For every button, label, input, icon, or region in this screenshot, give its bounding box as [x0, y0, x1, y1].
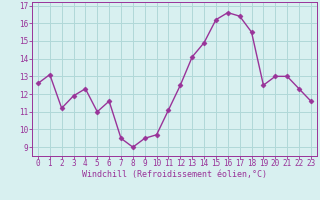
X-axis label: Windchill (Refroidissement éolien,°C): Windchill (Refroidissement éolien,°C) — [82, 170, 267, 179]
